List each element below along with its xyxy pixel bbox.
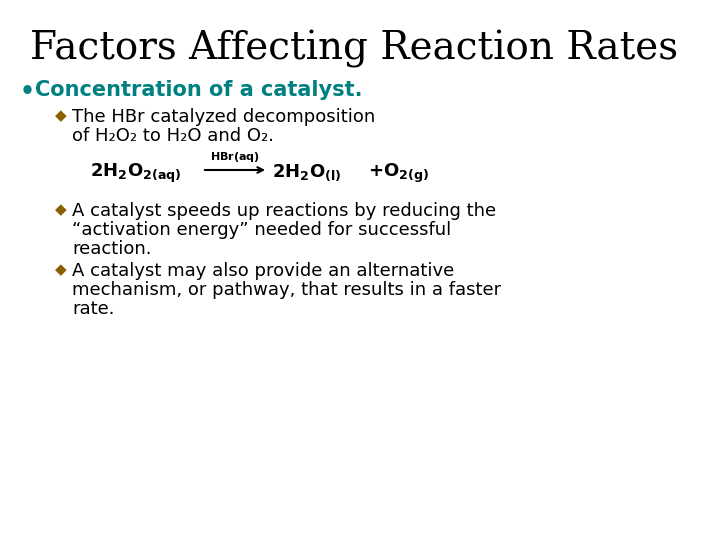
Text: Factors Affecting Reaction Rates: Factors Affecting Reaction Rates: [30, 30, 678, 68]
Text: $\mathbf{+O_{2(g)}}$: $\mathbf{+O_{2(g)}}$: [368, 162, 429, 185]
Text: mechanism, or pathway, that results in a faster: mechanism, or pathway, that results in a…: [72, 281, 501, 299]
Text: $\mathbf{HBr(aq)}$: $\mathbf{HBr(aq)}$: [210, 150, 260, 164]
Text: A catalyst speeds up reactions by reducing the: A catalyst speeds up reactions by reduci…: [72, 202, 496, 220]
Text: $\mathbf{2H_2O_{2(aq)}}$: $\mathbf{2H_2O_{2(aq)}}$: [90, 162, 181, 185]
Text: of H₂O₂ to H₂O and O₂.: of H₂O₂ to H₂O and O₂.: [72, 127, 274, 145]
Text: •: •: [20, 80, 35, 104]
Text: Concentration of a catalyst.: Concentration of a catalyst.: [35, 80, 362, 100]
Text: ◆: ◆: [55, 262, 67, 277]
Text: $\mathbf{2H_2O_{(l)}}$: $\mathbf{2H_2O_{(l)}}$: [272, 162, 341, 183]
Text: “activation energy” needed for successful: “activation energy” needed for successfu…: [72, 221, 451, 239]
Text: ◆: ◆: [55, 108, 67, 123]
Text: rate.: rate.: [72, 300, 114, 318]
Text: ◆: ◆: [55, 202, 67, 217]
Text: The HBr catalyzed decomposition: The HBr catalyzed decomposition: [72, 108, 375, 126]
Text: reaction.: reaction.: [72, 240, 151, 258]
Text: A catalyst may also provide an alternative: A catalyst may also provide an alternati…: [72, 262, 454, 280]
